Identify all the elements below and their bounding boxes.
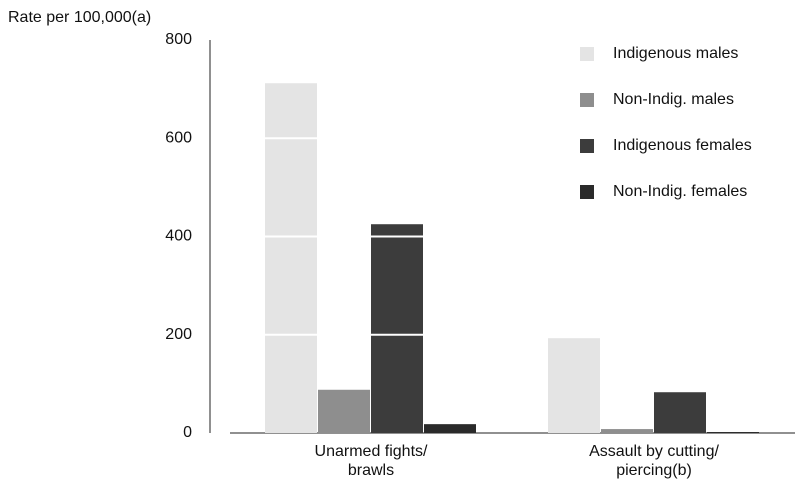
bar bbox=[318, 389, 370, 433]
bar bbox=[424, 424, 476, 433]
y-tick-label: 200 bbox=[165, 326, 192, 343]
y-tick-label: 600 bbox=[165, 129, 192, 146]
bar bbox=[707, 432, 759, 433]
bar bbox=[601, 429, 653, 433]
legend-swatch bbox=[580, 185, 594, 199]
y-axis-label: Rate per 100,000(a) bbox=[8, 9, 151, 26]
x-tick-label: Assault by cutting/ piercing(b) bbox=[589, 443, 719, 479]
y-tick-label: 800 bbox=[165, 31, 192, 48]
bar bbox=[265, 83, 317, 433]
legend-label: Indigenous males bbox=[613, 45, 738, 62]
x-tick-label: Unarmed fights/ brawls bbox=[314, 443, 428, 479]
legend-label: Non-Indig. females bbox=[613, 183, 747, 200]
legend-swatch bbox=[580, 139, 594, 153]
bar bbox=[371, 224, 423, 433]
bar bbox=[654, 392, 706, 433]
legend-swatch bbox=[580, 93, 594, 107]
y-tick-label: 400 bbox=[165, 228, 192, 245]
bar bbox=[548, 338, 600, 433]
legend-label: Indigenous females bbox=[613, 137, 752, 154]
legend-swatch bbox=[580, 47, 594, 61]
legend-label: Non-Indig. males bbox=[613, 91, 734, 108]
y-tick-label: 0 bbox=[183, 424, 192, 441]
